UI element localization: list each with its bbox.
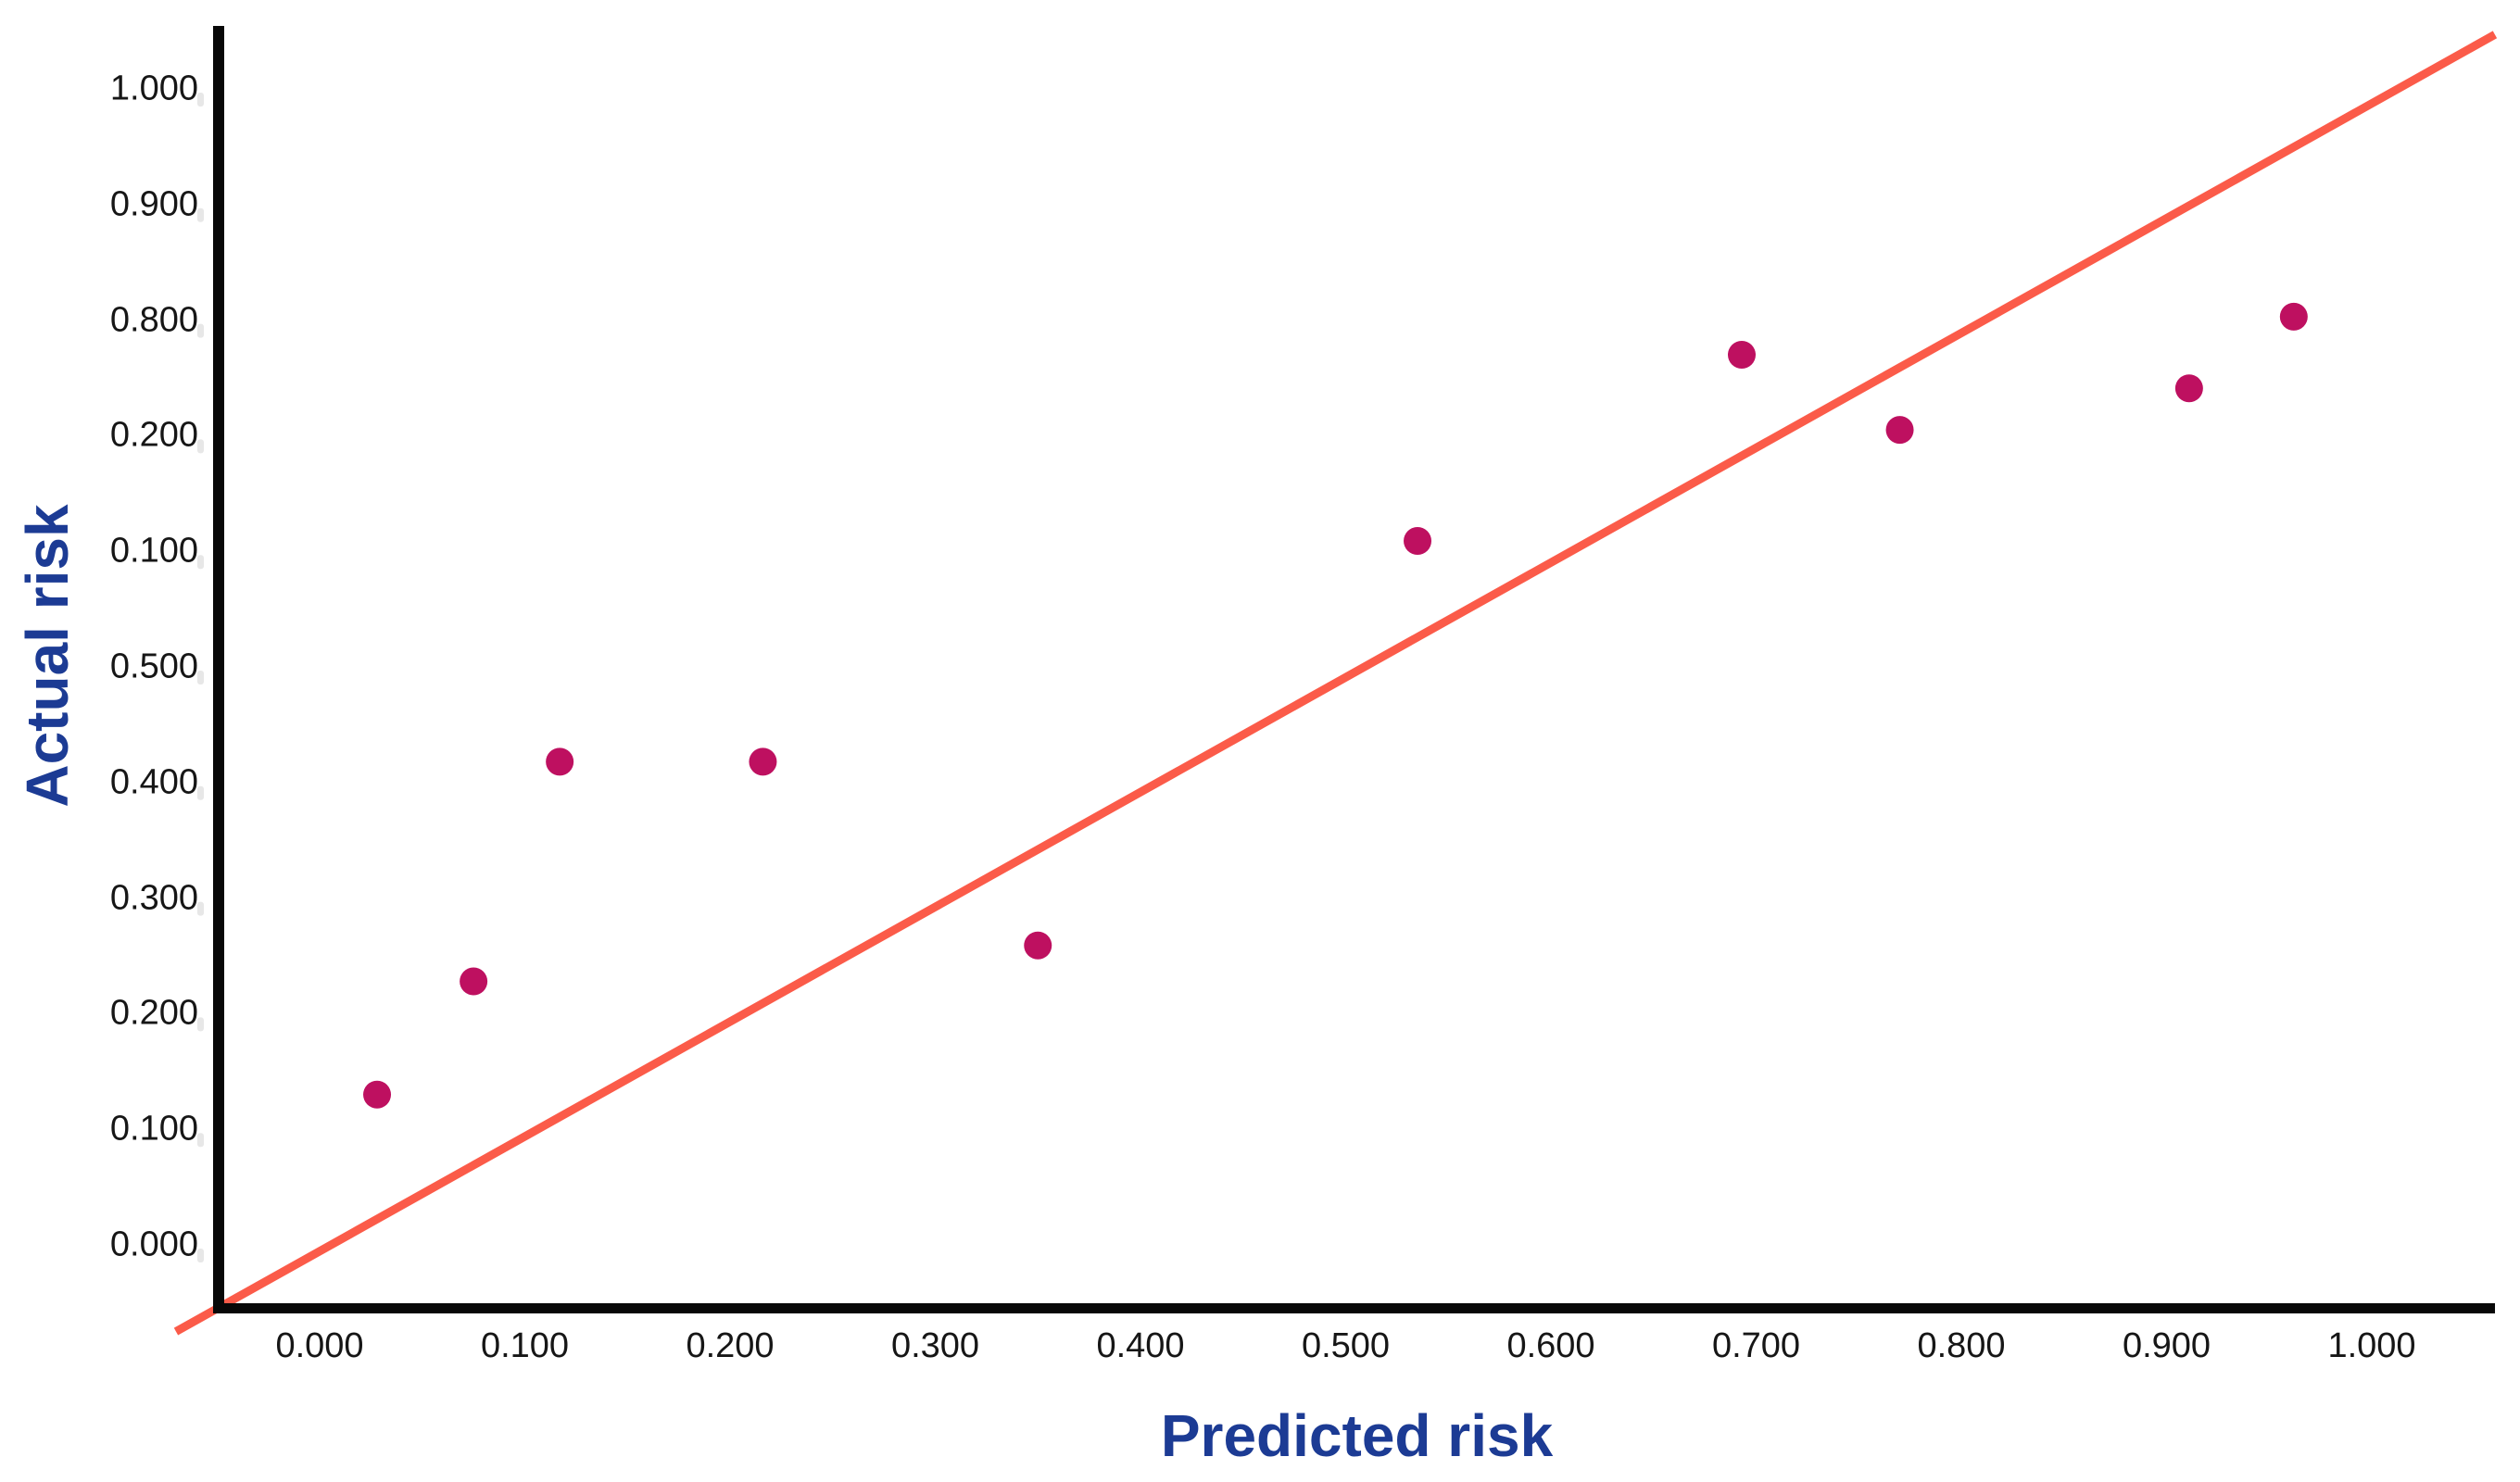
data-point	[2279, 302, 2308, 331]
x-tick-label: 0.100	[480, 1326, 570, 1365]
y-tick-mark	[197, 207, 204, 222]
y-tick-mark	[197, 439, 204, 454]
y-tick-label: 1.000	[109, 69, 198, 108]
x-tick-label: 0.900	[2122, 1326, 2211, 1365]
x-tick-label: 0.300	[890, 1326, 980, 1365]
data-point	[546, 747, 574, 776]
y-tick-label: 0.100	[109, 1109, 198, 1149]
y-tick-mark	[197, 785, 204, 800]
data-point	[363, 1080, 392, 1109]
x-tick-label: 0.600	[1506, 1326, 1595, 1365]
identity-line	[173, 31, 2498, 1336]
y-tick-mark	[197, 1249, 204, 1262]
y-tick-label: 0.200	[109, 993, 198, 1033]
y-tick-label: 0.000	[109, 1225, 198, 1264]
data-point	[749, 747, 777, 776]
y-tick-label: 0.400	[109, 762, 198, 802]
x-axis-title: Predicted risk	[1160, 1402, 1554, 1469]
y-tick-mark	[197, 323, 204, 338]
y-tick-mark	[197, 1017, 204, 1032]
y-tick-mark	[197, 671, 204, 684]
x-axis-line	[213, 1303, 2495, 1313]
x-tick-label: 0.700	[1711, 1326, 1801, 1365]
y-tick-label: 0.100	[109, 531, 198, 571]
y-tick-label: 0.900	[109, 184, 198, 224]
y-axis-line	[213, 26, 224, 1313]
y-tick-label: 0.200	[109, 415, 198, 455]
y-tick-label: 0.800	[109, 300, 198, 340]
x-tick-label: 1.000	[2327, 1326, 2416, 1365]
x-tick-label: 0.400	[1096, 1326, 1185, 1365]
data-point	[1727, 341, 1756, 370]
data-point	[1024, 931, 1052, 960]
x-tick-label: 0.200	[686, 1326, 775, 1365]
y-tick-mark	[197, 93, 204, 107]
data-point	[2174, 374, 2203, 403]
y-tick-mark	[197, 901, 204, 916]
y-tick-mark	[197, 555, 204, 570]
data-point	[460, 967, 488, 996]
x-tick-label: 0.800	[1917, 1326, 2006, 1365]
y-axis-title: Actual risk	[14, 504, 81, 808]
y-tick-label: 0.500	[109, 647, 198, 686]
data-point	[1885, 416, 1914, 445]
x-tick-label: 0.500	[1301, 1326, 1391, 1365]
y-tick-label: 0.300	[109, 878, 198, 918]
data-point	[1404, 526, 1432, 555]
x-tick-label: 0.000	[275, 1326, 364, 1365]
y-tick-mark	[197, 1133, 204, 1148]
